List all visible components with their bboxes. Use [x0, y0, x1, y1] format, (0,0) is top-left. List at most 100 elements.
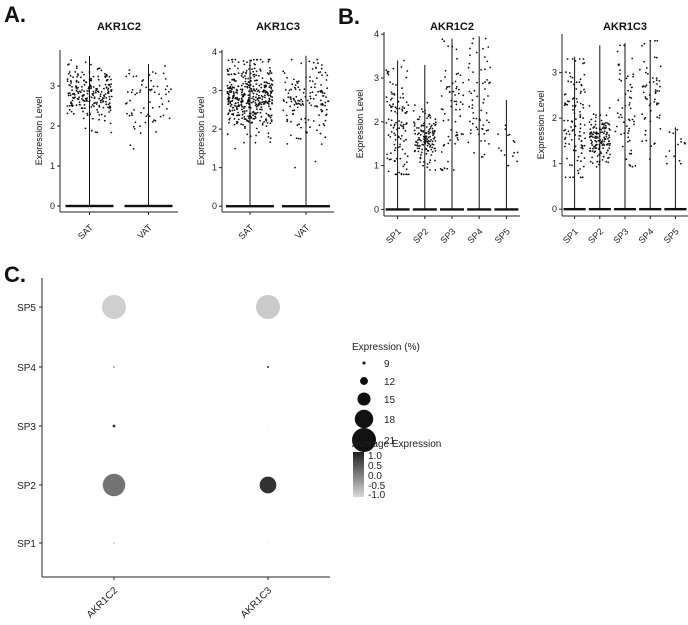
- jitter-point: [673, 155, 676, 158]
- jitter-point: [290, 134, 292, 137]
- jitter-point: [578, 58, 581, 60]
- jitter-point: [440, 108, 443, 110]
- jitter-point: [455, 134, 457, 137]
- jitter-point: [423, 122, 425, 125]
- jitter-point: [604, 124, 607, 127]
- jitter-point: [270, 119, 273, 121]
- jitter-point: [652, 81, 655, 83]
- jitter-point: [452, 90, 455, 93]
- jitter-point: [601, 139, 604, 142]
- jitter-point: [150, 79, 153, 82]
- jitter-point: [431, 143, 434, 146]
- jitter-point: [656, 102, 658, 104]
- jitter-point: [86, 112, 89, 115]
- jitter-point: [655, 56, 658, 59]
- jitter-point: [387, 170, 390, 173]
- jitter-point: [98, 118, 100, 121]
- jitter-point: [75, 80, 78, 83]
- jitter-point: [255, 134, 257, 137]
- jitter-point: [229, 91, 232, 94]
- jitter-point: [167, 100, 170, 103]
- jitter-point: [402, 96, 405, 99]
- jitter-point: [602, 156, 605, 158]
- jitter-point: [406, 110, 408, 113]
- jitter-point: [654, 39, 656, 42]
- jitter-point: [132, 75, 135, 78]
- jitter-point: [109, 86, 112, 88]
- jitter-point: [642, 91, 645, 94]
- jitter-point: [306, 131, 308, 134]
- jitter-point: [110, 95, 113, 98]
- jitter-point: [67, 72, 70, 75]
- jitter-point: [261, 122, 264, 125]
- jitter-point: [628, 104, 631, 106]
- jitter-point: [92, 94, 94, 97]
- jitter-point: [483, 98, 485, 101]
- jitter-point: [457, 72, 460, 75]
- jitter-point: [405, 101, 408, 104]
- jitter-point: [237, 85, 240, 88]
- jitter-point: [242, 71, 245, 73]
- jitter-point: [588, 150, 591, 152]
- jitter-point: [234, 102, 237, 105]
- jitter-point: [244, 127, 246, 129]
- jitter-point: [247, 77, 250, 80]
- jitter-point: [269, 67, 271, 69]
- jitter-point: [241, 110, 244, 113]
- jitter-point: [266, 122, 269, 124]
- jitter-point: [629, 90, 632, 93]
- jitter-point: [90, 96, 93, 99]
- jitter-point: [90, 87, 92, 90]
- jitter-point: [580, 90, 582, 93]
- jitter-point: [324, 101, 327, 104]
- jitter-point: [246, 101, 249, 104]
- jitter-point: [603, 123, 605, 125]
- jitter-point: [628, 164, 631, 166]
- jitter-point: [77, 92, 80, 95]
- jitter-point: [471, 107, 474, 109]
- jitter-point: [282, 70, 285, 73]
- jitter-point: [240, 75, 243, 77]
- jitter-point: [160, 97, 163, 100]
- jitter-point: [609, 153, 611, 156]
- jitter-point: [418, 147, 421, 150]
- jitter-point: [422, 161, 425, 163]
- x-tick-label: VAT: [135, 222, 154, 241]
- jitter-point: [316, 58, 319, 61]
- jitter-point: [144, 121, 147, 124]
- jitter-point: [316, 105, 319, 108]
- jitter-point: [291, 83, 294, 86]
- jitter-point: [388, 104, 391, 106]
- jitter-point: [516, 160, 519, 163]
- jitter-point: [227, 73, 229, 76]
- jitter-point: [655, 79, 658, 82]
- jitter-point: [402, 127, 405, 130]
- jitter-point: [420, 151, 423, 154]
- jitter-point: [297, 86, 300, 89]
- jitter-point: [229, 117, 231, 120]
- y-tick-label: 0: [50, 201, 55, 211]
- jitter-point: [487, 95, 489, 97]
- jitter-point: [397, 100, 400, 103]
- chart-title: AKR1C3: [256, 21, 300, 33]
- x-tick-label: SP5: [493, 226, 512, 245]
- jitter-point: [128, 72, 131, 75]
- jitter-point: [589, 133, 591, 136]
- jitter-point: [252, 114, 255, 117]
- jitter-point: [563, 119, 566, 122]
- jitter-point: [295, 102, 297, 104]
- jitter-point: [579, 168, 581, 170]
- jitter-point: [262, 91, 265, 93]
- jitter-point: [679, 162, 682, 165]
- jitter-point: [467, 79, 470, 81]
- jitter-point: [255, 88, 258, 91]
- jitter-point: [432, 134, 434, 137]
- jitter-point: [241, 90, 244, 92]
- jitter-point: [630, 97, 633, 99]
- jitter-point: [92, 75, 95, 78]
- jitter-point: [89, 113, 92, 116]
- jitter-point: [614, 130, 617, 133]
- jitter-point: [80, 76, 82, 79]
- jitter-point: [325, 96, 327, 99]
- jitter-point: [459, 74, 462, 77]
